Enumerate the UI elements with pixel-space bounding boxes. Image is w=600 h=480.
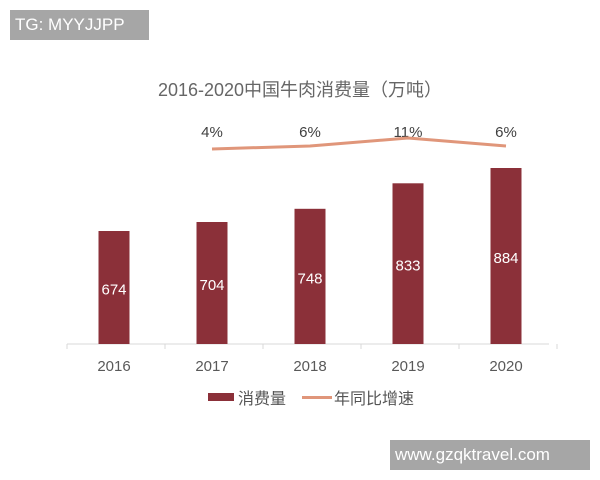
x-tick-label: 2018 xyxy=(293,358,326,375)
x-tick-label: 2020 xyxy=(489,358,522,375)
growth-rate-label: 11% xyxy=(394,124,423,141)
bar-2018 xyxy=(294,208,326,344)
bar-2019 xyxy=(392,183,424,344)
growth-rate-label: 6% xyxy=(299,124,321,141)
legend-bar-label: 消费量 xyxy=(238,391,287,408)
bar-2020 xyxy=(490,168,522,344)
chart-legend: 消费量 年同比增速 xyxy=(208,385,414,409)
chart-title: 2016-2020中国牛肉消费量（万吨） xyxy=(157,80,443,100)
legend-bar-swatch xyxy=(208,393,234,401)
bar-value-label: 674 xyxy=(101,282,126,299)
x-tick-label: 2017 xyxy=(195,358,228,375)
bar-value-label: 833 xyxy=(395,258,420,275)
bar-value-label: 748 xyxy=(297,270,322,287)
bar-2016 xyxy=(98,231,130,344)
bar-2017 xyxy=(196,222,228,344)
bar-value-label: 884 xyxy=(493,250,518,267)
growth-rate-label: 4% xyxy=(201,124,223,141)
legend-line-label: 年同比增速 xyxy=(334,391,415,408)
growth-rate-line xyxy=(211,136,507,151)
x-tick-label: 2016 xyxy=(97,358,130,375)
bar-value-label: 704 xyxy=(199,277,224,294)
x-tick-label: 2019 xyxy=(391,358,424,375)
legend-line-swatch xyxy=(302,395,333,399)
watermark-bottom: www.gzqktravel.com xyxy=(390,440,590,470)
watermark-top: TG: MYYJJPP xyxy=(10,10,149,40)
growth-rate-label: 6% xyxy=(495,124,517,141)
